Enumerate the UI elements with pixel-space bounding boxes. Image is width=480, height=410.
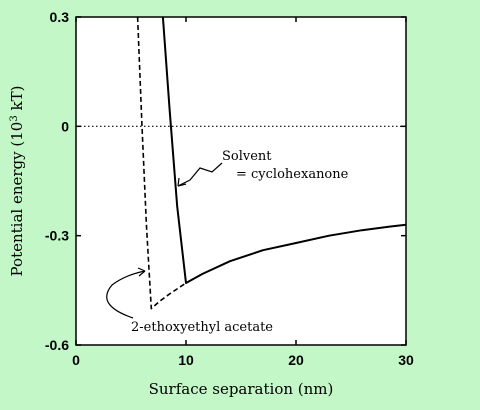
solvent-leader-arrow-icon [177,177,187,187]
y-tick-label: 0 [61,118,69,134]
y-tick-label: 0.3 [50,9,70,25]
annotation-cyclohexanone: = cyclohexanone [236,167,349,182]
y-tick-labels: 0.3 0 -0.3 -0.6 [45,9,69,353]
y-ticks [76,16,406,346]
plot-area [75,16,407,346]
annotation-ethoxyethyl-acetate: 2-ethoxyethyl acetate [131,320,273,335]
y-axis-label-unit: kT) [8,86,26,116]
y-tick-label: -0.3 [45,228,69,244]
x-ticks [75,17,407,345]
x-axis-label: Surface separation (nm) [149,380,334,398]
y-axis-label-main: Potential energy (10 [8,122,26,277]
x-tick-label: 0 [72,352,80,368]
x-tick-label: 10 [178,352,194,368]
series-line-cyclohexanone [161,16,407,284]
y-tick-label: -0.6 [45,337,69,353]
annotation-solvent: Solvent [222,149,272,164]
series-layer [136,16,407,310]
y-axis-label: Potential energy (103 kT) [8,86,26,277]
x-tick-labels: 0 10 20 30 [72,352,414,368]
acetate-leader-line [106,270,146,319]
series-line-ethoxyethyl-acetate [136,16,187,310]
x-tick-label: 20 [288,352,304,368]
y-axis-label-exponent: 3 [9,115,20,121]
acetate-leader-arrow-icon [137,267,146,277]
x-tick-label: 30 [398,352,414,368]
solvent-leader-line [177,162,223,187]
